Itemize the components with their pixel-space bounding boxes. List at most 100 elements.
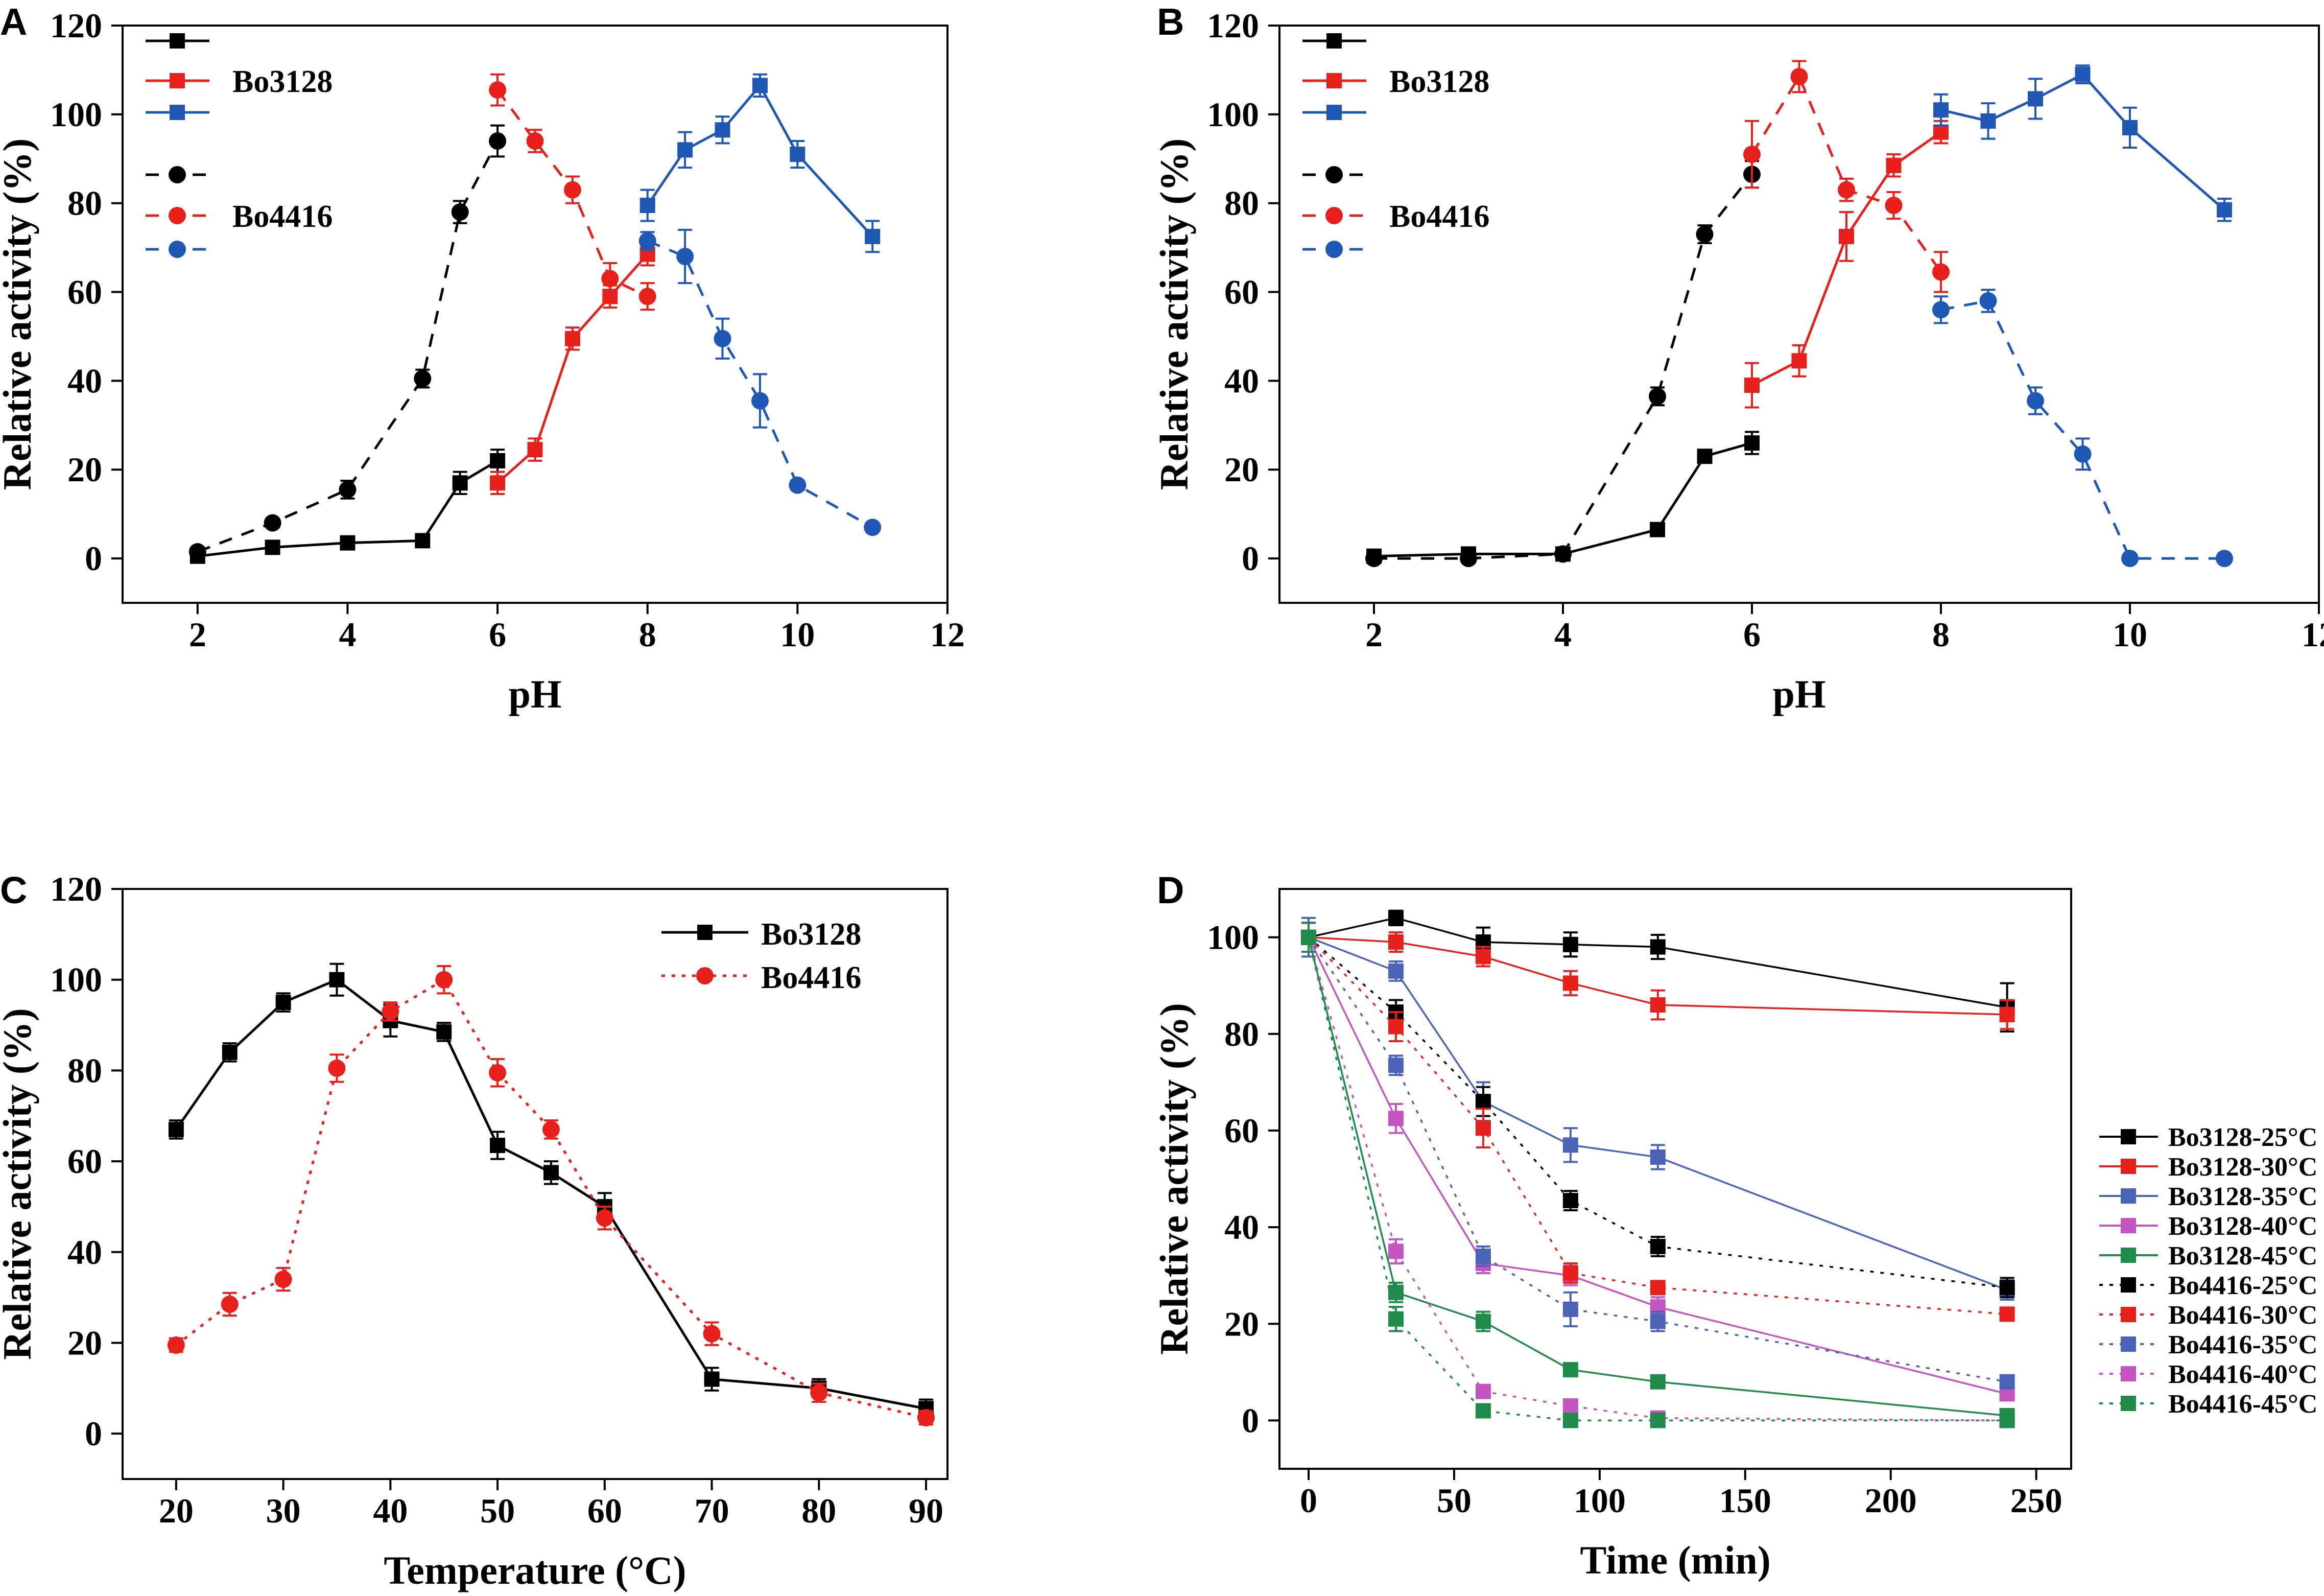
y-tick-label: 40: [67, 361, 102, 400]
data-point: [1475, 1313, 1491, 1329]
data-point: [1562, 936, 1578, 952]
y-tick-label: 0: [85, 539, 102, 578]
x-tick-label: 10: [780, 615, 815, 654]
legend-marker: [1326, 105, 1342, 120]
y-tick-label: 80: [67, 184, 102, 223]
data-point: [1365, 550, 1383, 568]
legend-marker: [696, 967, 714, 984]
data-point: [1562, 1193, 1578, 1209]
data-point: [1388, 1243, 1404, 1259]
x-tick-label: 8: [639, 615, 656, 654]
data-point: [1554, 545, 1572, 563]
data-point: [1650, 1313, 1666, 1329]
series-Bo3128-1: [490, 242, 655, 496]
data-point: [542, 1120, 560, 1138]
series-line: [175, 978, 927, 1410]
data-point: [328, 1059, 346, 1077]
x-axis-title: pH: [508, 672, 561, 716]
data-point: [167, 1336, 185, 1354]
series-Bo3128-0: [189, 449, 506, 564]
legend: Bo3128 Bo4416: [661, 917, 861, 995]
series-line: [1308, 937, 2007, 1422]
data-point: [1999, 1413, 2015, 1428]
chart-panel-B: B24681012020406080100120pHRelative activ…: [1152, 1, 2324, 716]
data-point: [752, 78, 768, 93]
y-tick-label: 40: [67, 1233, 102, 1272]
x-tick-label: 12: [2302, 615, 2324, 654]
x-tick-label: 200: [1865, 1481, 1917, 1520]
legend: Bo3128 Bo4416: [1302, 33, 1489, 258]
legend-marker: [1326, 33, 1342, 49]
data-point: [1650, 939, 1666, 955]
data-point: [1979, 292, 1997, 310]
data-point: [1388, 1019, 1404, 1035]
data-point: [703, 1325, 721, 1343]
x-tick-label: 12: [930, 615, 965, 654]
y-tick-label: 60: [1224, 1111, 1259, 1150]
data-point: [1885, 197, 1903, 215]
data-point: [1475, 1094, 1491, 1110]
y-tick-label: 100: [1207, 95, 1259, 134]
data-point: [188, 543, 206, 561]
data-point: [1562, 1398, 1578, 1414]
data-point: [1791, 353, 1807, 369]
x-tick-label: 60: [587, 1491, 622, 1530]
x-tick-label: 2: [189, 615, 206, 654]
x-tick-label: 10: [2113, 615, 2147, 654]
y-tick-label: 60: [67, 273, 102, 312]
series-Bo3128-2: [1933, 64, 2232, 222]
legend-label: Bo4416-30°C: [2168, 1301, 2317, 1330]
data-point: [676, 248, 694, 265]
data-point: [1475, 1383, 1491, 1399]
chart-panel-D: D 0 50 100 150 200 250 0 20 40 60 80 100 Time (min) Re…: [1152, 869, 2317, 1582]
data-point: [415, 533, 431, 549]
legend-marker: [170, 33, 185, 49]
legend-label: Bo3128-30°C: [2168, 1153, 2317, 1182]
legend-label: Bo3128: [1389, 64, 1489, 99]
data-point: [222, 1044, 238, 1060]
legend-marker: [2121, 1188, 2136, 1204]
legend-marker: [1325, 207, 1343, 224]
y-tick-label: 80: [1224, 184, 1259, 223]
x-tick-label: 6: [1743, 615, 1761, 654]
data-point: [264, 514, 281, 532]
data-point: [2217, 202, 2232, 218]
legend-marker: [697, 925, 713, 940]
legend-label: Bo3128-35°C: [2168, 1182, 2317, 1211]
series-Bo4416-4: [1743, 60, 1950, 293]
legend: Bo3128-25°CBo3128-30°CBo3128-35°CBo3128-…: [2099, 1123, 2317, 1419]
data-point: [790, 147, 805, 162]
series-line: [1308, 936, 2007, 1016]
series-line: [1940, 299, 2224, 560]
data-point: [1650, 1149, 1666, 1165]
x-tick-label: 90: [909, 1491, 943, 1530]
data-point: [1300, 929, 1316, 945]
data-point: [1743, 146, 1761, 163]
data-point: [865, 228, 881, 244]
data-point: [1697, 449, 1713, 464]
data-point: [2122, 120, 2138, 135]
series-line: [1308, 937, 2007, 1422]
series-Bo3128-0: [1366, 431, 1760, 564]
y-tick-label: 120: [1207, 6, 1259, 45]
legend-marker: [169, 207, 186, 224]
data-point: [1650, 522, 1665, 537]
y-tick-label: 0: [85, 1414, 102, 1453]
x-tick-label: 30: [266, 1491, 301, 1530]
series-line: [1940, 73, 2225, 211]
series-Bo4416-5: [638, 228, 882, 536]
y-tick-label: 60: [1224, 273, 1259, 312]
data-point: [1650, 1238, 1666, 1254]
data-point: [2074, 445, 2092, 463]
x-tick-label: 50: [1437, 1481, 1472, 1520]
y-tick-label: 80: [67, 1051, 102, 1090]
x-tick-label: 4: [1554, 615, 1572, 654]
data-point: [2075, 66, 2091, 82]
panel-letter: C: [0, 869, 27, 911]
legend-marker: [2121, 1307, 2136, 1322]
data-point: [527, 442, 543, 458]
data-point: [274, 1271, 292, 1288]
y-tick-label: 100: [50, 95, 102, 134]
data-point: [789, 476, 807, 494]
y-axis-title: Relative activity (%): [1152, 1003, 1196, 1355]
